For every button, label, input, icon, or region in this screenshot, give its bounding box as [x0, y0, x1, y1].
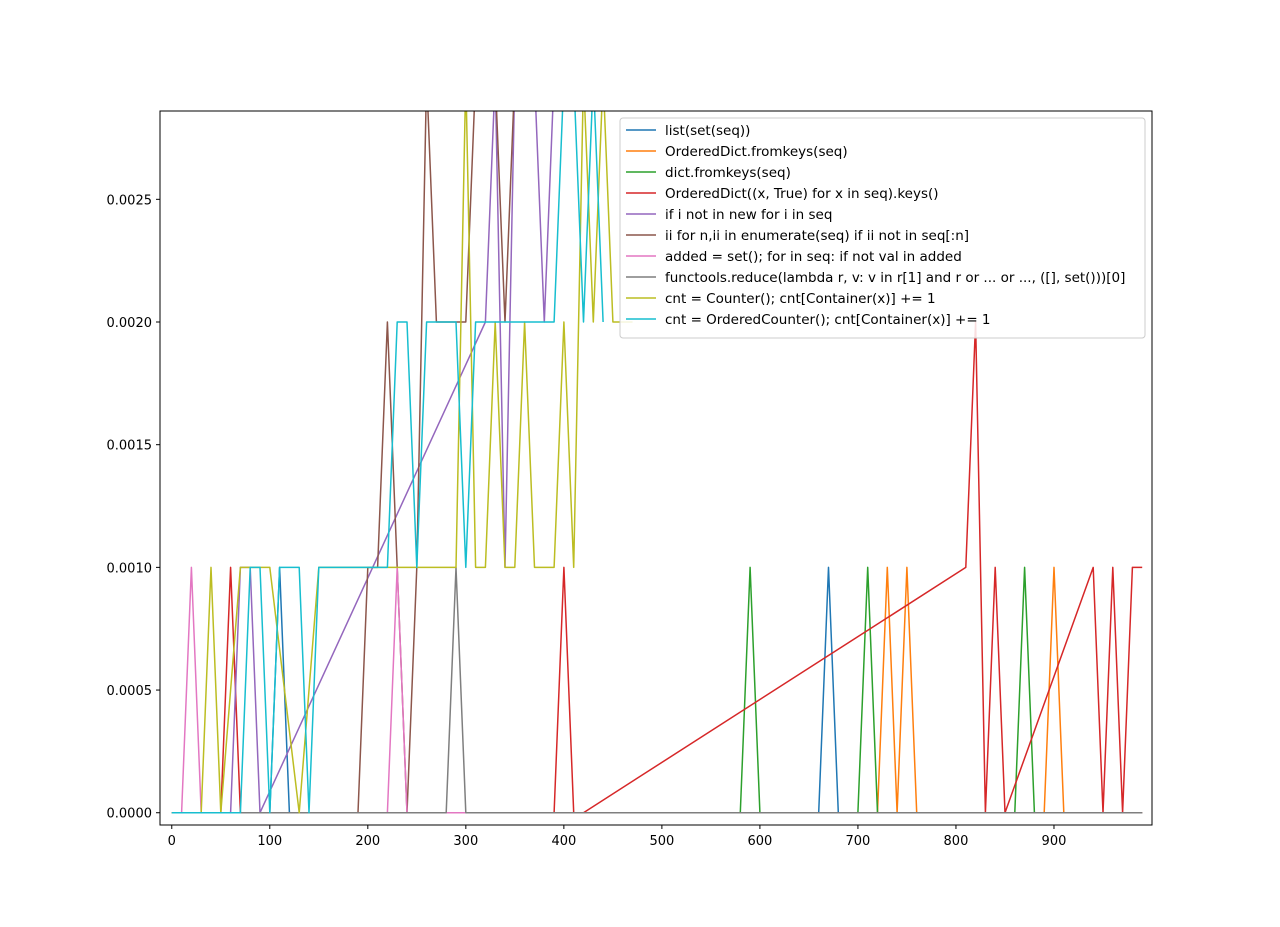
- y-tick-label: 0.0015: [107, 439, 153, 454]
- plot-frame: [159, 110, 1153, 826]
- legend-label-1: list(set(seq)): [665, 123, 750, 139]
- legend-label-4: OrderedDict((x, True) for x in seq).keys…: [665, 186, 939, 202]
- x-tick-label: 500: [649, 834, 674, 849]
- legend-label-7: added = set(); for in seq: if not val in…: [665, 249, 962, 265]
- legend-label-5: if i not in new for i in seq: [665, 207, 832, 223]
- y-tick-label: 0.0020: [107, 316, 153, 331]
- x-axis: 0 100 200 300 400 500 600 700 800 900: [168, 825, 1067, 849]
- y-tick-label: 0.0005: [107, 684, 153, 699]
- x-tick-label: 900: [1042, 834, 1067, 849]
- x-tick-label: 100: [257, 834, 282, 849]
- y-tick-label: 0.0000: [107, 807, 153, 822]
- x-tick-label: 400: [551, 834, 576, 849]
- legend-label-3: dict.fromkeys(seq): [665, 165, 791, 181]
- series-line-8: [171, 566, 1143, 814]
- legend: list(set(seq)) OrderedDict.fromkeys(seq) d…: [619, 117, 1146, 339]
- y-tick-label: 0.0010: [107, 561, 153, 576]
- y-axis: 0.0000 0.0005 0.0010 0.0015 0.0020 0.0025: [107, 193, 160, 822]
- legend-frame: [619, 117, 1146, 339]
- series-line-4: [171, 321, 1143, 814]
- x-tick-label: 200: [355, 834, 380, 849]
- x-tick-label: 300: [453, 834, 478, 849]
- series-line-10: [171, 111, 604, 814]
- legend-label-6: ii for n,ii in enumerate(seq) if ii not …: [665, 228, 969, 244]
- legend-label-9: cnt = Counter(); cnt[Container(x)] += 1: [665, 291, 936, 307]
- legend-label-8: functools.reduce(lambda r, v: v in r[1] …: [665, 270, 1125, 286]
- legend-label-10: cnt = OrderedCounter(); cnt[Container(x)…: [665, 312, 991, 328]
- series-layer: [171, 111, 1143, 814]
- x-tick-label: 700: [846, 834, 871, 849]
- series-line-3: [171, 566, 1143, 814]
- x-tick-label: 800: [944, 834, 969, 849]
- series-line-5: [171, 111, 554, 814]
- x-tick-label: 0: [168, 834, 176, 849]
- y-tick-label: 0.0025: [107, 193, 153, 208]
- legend-label-2: OrderedDict.fromkeys(seq): [665, 144, 848, 160]
- x-tick-label: 600: [747, 834, 772, 849]
